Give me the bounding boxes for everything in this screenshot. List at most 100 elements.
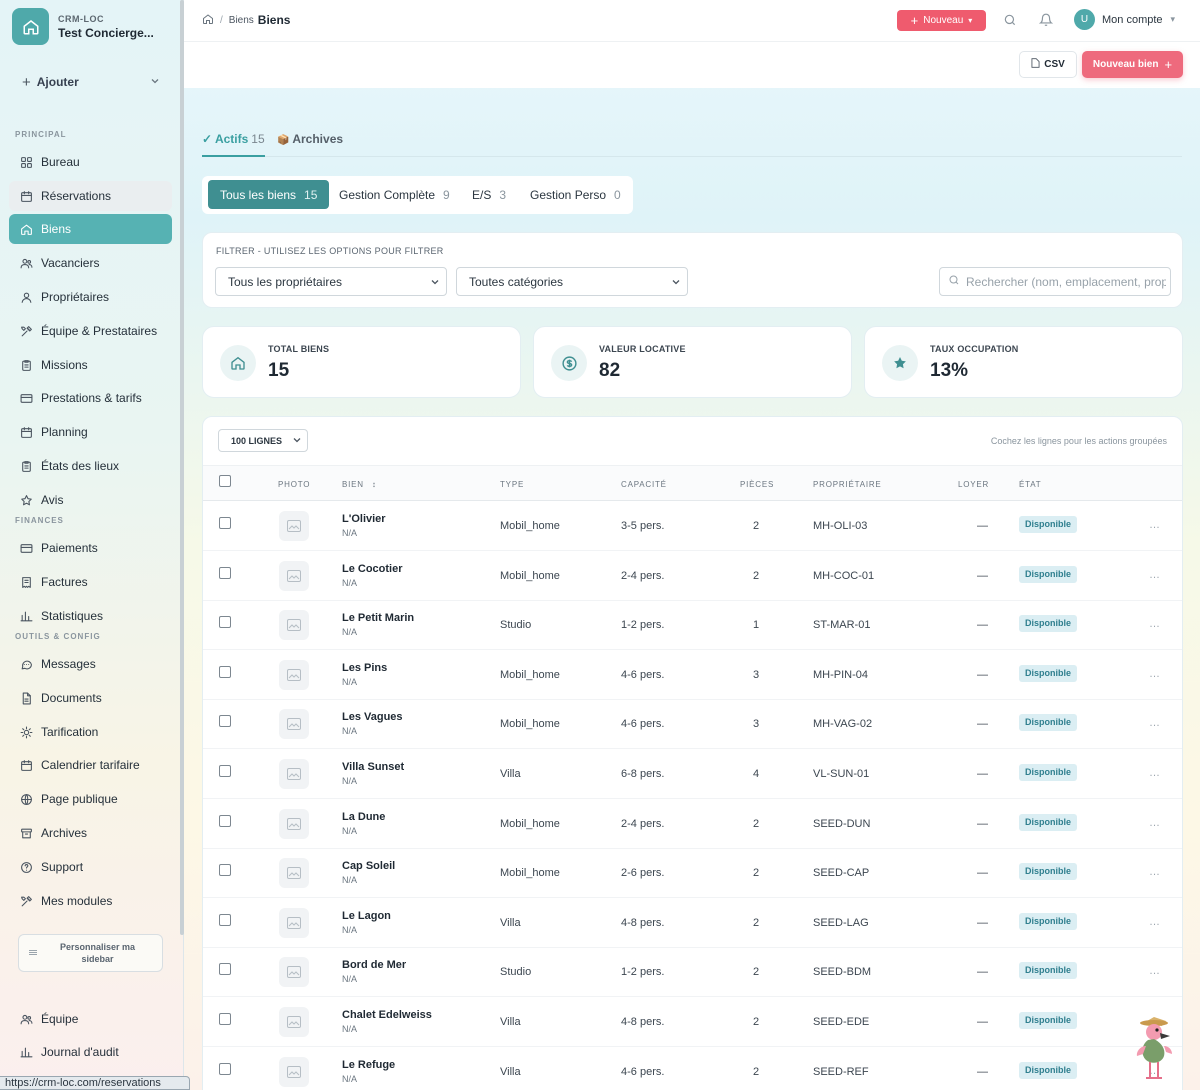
- sidebar-item-archives[interactable]: Archives: [9, 818, 172, 848]
- chip-tous-les-biens[interactable]: Tous les biens 15: [208, 180, 330, 209]
- account-menu[interactable]: U Mon compte ▾: [1074, 9, 1175, 30]
- sidebar-item-planning[interactable]: Planning: [9, 417, 172, 447]
- bien-name[interactable]: La Dune: [342, 810, 386, 823]
- sidebar-item-prestations-tarifs[interactable]: Prestations & tarifs: [9, 383, 172, 413]
- chip-es[interactable]: E/S 3: [472, 187, 507, 202]
- table-row[interactable]: La Dune N/A Mobil_home 2-4 pers. 2 SEED-DUN — D…: [203, 799, 1182, 849]
- row-checkbox[interactable]: [219, 913, 231, 926]
- sidebar-item-page-publique[interactable]: Page publique: [9, 784, 172, 814]
- breadcrumb-parent[interactable]: Biens: [228, 14, 254, 26]
- sidebar-item-paiements[interactable]: Paiements: [9, 533, 172, 563]
- bien-name[interactable]: Le Cocotier: [342, 562, 403, 575]
- sidebar-item-calendrier-tarifaire[interactable]: Calendrier tarifaire: [9, 750, 172, 780]
- sidebar-item-missions[interactable]: Missions: [9, 350, 172, 380]
- search-icon[interactable]: [1001, 11, 1019, 29]
- table-row[interactable]: Bord de Mer N/A Studio 1-2 pers. 2 SEED-BDM — D…: [203, 947, 1182, 998]
- table-row[interactable]: Villa Sunset N/A Villa 6-8 pers. 4 VL-SUN-01 —…: [203, 749, 1182, 799]
- bell-icon[interactable]: [1037, 11, 1055, 29]
- sidebar-item-equipe[interactable]: Équipe: [9, 1004, 172, 1034]
- sidebar-item-proprietaires[interactable]: Propriétaires: [9, 282, 172, 312]
- row-checkbox[interactable]: [219, 566, 231, 579]
- bien-name[interactable]: Chalet Edelweiss: [342, 1009, 432, 1021]
- bien-name[interactable]: Villa Sunset: [342, 761, 405, 773]
- sidebar-item-avis[interactable]: Avis: [9, 485, 172, 515]
- new-bien-button[interactable]: Nouveau bien +: [1082, 51, 1183, 78]
- bien-rent: —: [977, 718, 988, 731]
- sidebar-item-biens[interactable]: Biens: [9, 214, 172, 244]
- bien-name[interactable]: Les Vagues: [342, 711, 403, 724]
- bien-name[interactable]: Le Lagon: [342, 909, 391, 922]
- users-icon: [19, 1012, 33, 1026]
- row-checkbox[interactable]: [219, 715, 231, 728]
- more-actions-icon[interactable]: …: [1149, 717, 1161, 730]
- sidebar-item-support[interactable]: Support: [9, 852, 172, 882]
- row-checkbox[interactable]: [219, 1062, 231, 1075]
- csv-export-button[interactable]: CSV: [1019, 51, 1077, 78]
- table-row[interactable]: Les Vagues N/A Mobil_home 4-6 pers. 3 MH-VAG-…: [203, 699, 1182, 750]
- sidebar-item-etats-des-lieux[interactable]: États des lieux: [9, 451, 172, 481]
- category-select[interactable]: Toutes catégories: [456, 267, 688, 296]
- rows-per-page-select[interactable]: 100 LIGNES: [218, 429, 308, 452]
- owner-select[interactable]: Tous les propriétaires: [215, 267, 447, 296]
- add-dropdown[interactable]: + Ajouter: [12, 66, 170, 98]
- tab-actifs[interactable]: ✓ Actifs 15: [202, 132, 265, 157]
- tab-archives[interactable]: 📦 Archives: [277, 132, 344, 146]
- customize-sidebar-button[interactable]: Personnaliser ma sidebar: [18, 934, 163, 972]
- sidebar-item-reservations[interactable]: Réservations: [9, 181, 172, 211]
- bien-name[interactable]: Bord de Mer: [342, 959, 407, 972]
- chip-gestion-complete[interactable]: Gestion Complète 9: [339, 187, 450, 202]
- sidebar-item-documents[interactable]: Documents: [9, 683, 172, 713]
- table-row[interactable]: Cap Soleil N/A Mobil_home 2-6 pers. 2 SEED-CA…: [203, 848, 1182, 899]
- table-row[interactable]: L'Olivier N/A Mobil_home 3-5 pers. 2 MH-OLI-0…: [203, 501, 1182, 551]
- sidebar-item-vacanciers[interactable]: Vacanciers: [9, 248, 172, 278]
- sidebar-item-tarification[interactable]: Tarification: [9, 717, 172, 747]
- select-all-checkbox[interactable]: [219, 475, 231, 487]
- row-checkbox[interactable]: [219, 665, 231, 678]
- row-checkbox[interactable]: [219, 517, 231, 529]
- sidebar-item-statistiques[interactable]: Statistiques: [9, 601, 172, 631]
- table-row[interactable]: Le Lagon N/A Villa 4-8 pers. 2 SEED-LAG — Dispo…: [203, 898, 1182, 948]
- table-row[interactable]: Chalet Edelweiss N/A Villa 4-8 pers. 2 SEED-E…: [203, 997, 1182, 1047]
- sidebar-item-messages[interactable]: Messages: [9, 649, 172, 679]
- more-actions-icon[interactable]: …: [1149, 965, 1161, 978]
- more-actions-icon[interactable]: …: [1149, 767, 1161, 779]
- chip-gestion-perso[interactable]: Gestion Perso 0: [530, 187, 621, 202]
- sidebar-scrollbar[interactable]: [180, 0, 184, 935]
- more-actions-icon[interactable]: …: [1149, 915, 1161, 928]
- row-checkbox[interactable]: [219, 864, 231, 877]
- row-checkbox[interactable]: [219, 814, 231, 827]
- col-bien[interactable]: BIEN ↕: [342, 480, 377, 489]
- sidebar-item-journal-d-audit[interactable]: Journal d'audit: [9, 1037, 172, 1067]
- sidebar: CRM-LOC Test Concierge... + Ajouter PRIN…: [0, 0, 184, 1090]
- bien-name[interactable]: Le Petit Marin: [342, 612, 415, 625]
- new-dropdown-button[interactable]: + Nouveau ▾: [897, 10, 986, 31]
- sidebar-item-mes-modules[interactable]: Mes modules: [9, 886, 172, 916]
- search-input[interactable]: [966, 274, 1166, 289]
- more-actions-icon[interactable]: …: [1149, 568, 1161, 581]
- more-actions-icon[interactable]: …: [1149, 667, 1161, 680]
- table-row[interactable]: Le Refuge N/A Villa 4-6 pers. 2 SEED-REF — Disp…: [203, 1047, 1182, 1090]
- more-actions-icon[interactable]: …: [1149, 816, 1161, 829]
- bien-name[interactable]: Le Refuge: [342, 1058, 396, 1071]
- bien-name[interactable]: Les Pins: [342, 661, 388, 674]
- row-checkbox[interactable]: [219, 616, 231, 629]
- more-actions-icon[interactable]: …: [1149, 519, 1161, 531]
- sidebar-item-equipe-prestataires[interactable]: Équipe & Prestataires: [9, 316, 172, 346]
- home-icon[interactable]: [202, 13, 214, 28]
- row-checkbox[interactable]: [219, 963, 231, 976]
- table-row[interactable]: Le Cocotier N/A Mobil_home 2-4 pers. 2 MH-COC…: [203, 551, 1182, 601]
- table-row[interactable]: Le Petit Marin N/A Studio 1-2 pers. 1 ST-MAR-…: [203, 600, 1182, 651]
- search-box[interactable]: [939, 267, 1171, 296]
- row-checkbox[interactable]: [219, 765, 231, 777]
- table-row[interactable]: Les Pins N/A Mobil_home 4-6 pers. 3 MH-PIN-04…: [203, 650, 1182, 700]
- sidebar-item-bureau[interactable]: Bureau: [9, 147, 172, 177]
- flamingo-mascot[interactable]: [1124, 1010, 1182, 1084]
- more-actions-icon[interactable]: …: [1149, 1064, 1161, 1077]
- row-checkbox[interactable]: [219, 1013, 231, 1025]
- bien-name[interactable]: L'Olivier: [342, 513, 386, 525]
- more-actions-icon[interactable]: …: [1149, 618, 1161, 631]
- sidebar-item-factures[interactable]: Factures: [9, 567, 172, 597]
- more-actions-icon[interactable]: …: [1149, 866, 1161, 879]
- brand[interactable]: CRM-LOC Test Concierge...: [12, 8, 154, 45]
- bien-name[interactable]: Cap Soleil: [342, 860, 396, 873]
